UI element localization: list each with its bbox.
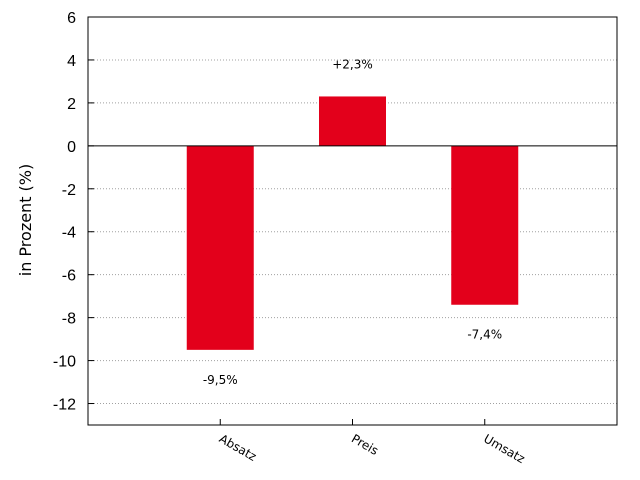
- bars: [186, 96, 519, 350]
- y-tick-label: 2: [67, 96, 76, 113]
- bar-umsatz: [451, 145, 519, 305]
- x-axis-ticks: Absatz Preis Umsatz: [217, 419, 527, 466]
- y-tick-label: -12: [53, 397, 76, 414]
- data-label-preis: +2,3%: [332, 57, 373, 71]
- y-tick-label: 6: [67, 10, 76, 27]
- y-tick-label: 4: [67, 53, 76, 70]
- data-label-umsatz: -7,4%: [467, 328, 502, 342]
- y-tick-label: -4: [62, 225, 76, 242]
- x-tick-label: Umsatz: [481, 431, 527, 466]
- bar-absatz: [186, 145, 254, 350]
- data-labels: -9,5% +2,3% -7,4%: [203, 57, 502, 386]
- y-tick-label: -2: [62, 182, 76, 199]
- data-label-absatz: -9,5%: [203, 373, 238, 387]
- y-axis-ticks: 6 4 2 0 -2 -4 -6 -8 -10 -12: [53, 10, 94, 414]
- x-tick-label: Absatz: [217, 431, 259, 463]
- plot-frame: [87, 16, 618, 426]
- y-tick-label: -10: [53, 354, 76, 371]
- x-tick-label: Preis: [349, 431, 381, 457]
- y-tick-label: 0: [67, 139, 76, 156]
- y-tick-label: -8: [62, 311, 76, 328]
- y-tick-label: -6: [62, 268, 76, 285]
- y-axis-title: in Prozent (%): [16, 164, 35, 276]
- bar-preis: [319, 96, 386, 146]
